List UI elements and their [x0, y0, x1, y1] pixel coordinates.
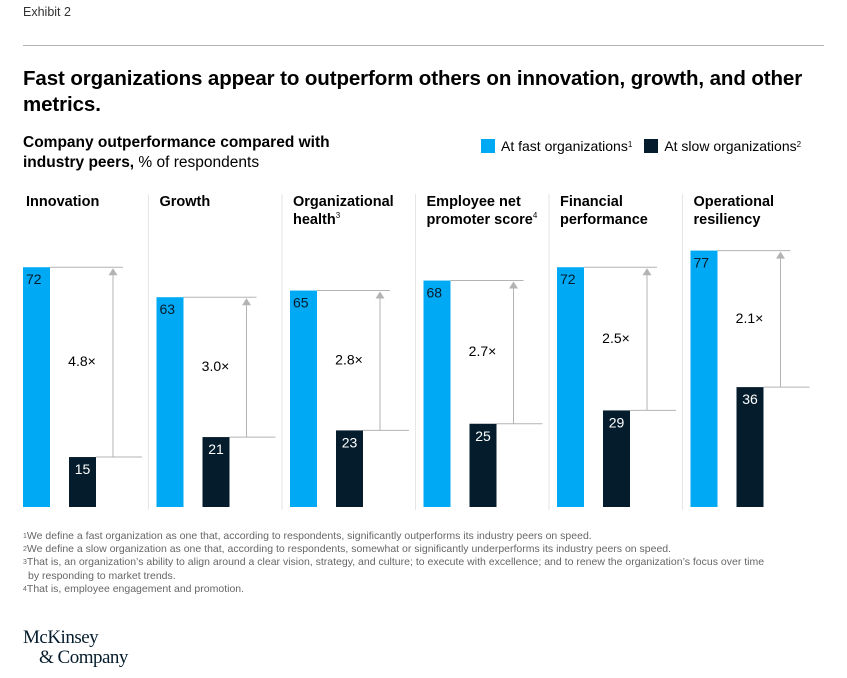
subtitle-unit: % of respondents [134, 154, 260, 171]
bar-slow-value-label: 25 [475, 428, 491, 444]
bar-chart: Innovation 72 15 4.8× Growth 63 21 3.0× Organiza… [23, 194, 810, 510]
multiplier-label: 2.5× [602, 330, 630, 346]
subtitle-bold: Company outperformance compared with ind… [23, 134, 330, 171]
multiplier-label: 4.8× [68, 353, 96, 369]
bar-fast [690, 250, 718, 507]
bar-slow [336, 430, 363, 507]
footnote-4: 4That is, employee engagement and promot… [23, 582, 245, 595]
bar-fast-value-label: 63 [160, 301, 176, 317]
bar-slow [469, 423, 497, 507]
multiplier-label: 2.8× [335, 351, 363, 367]
legend-sup-fast: 1 [627, 139, 633, 149]
header-divider [23, 45, 824, 46]
legend-label-fast: At fast organizations [501, 138, 628, 154]
multiplier-arrow-head [509, 281, 518, 289]
footnote-1: 1We define a fast organization as one th… [23, 530, 592, 542]
bar-slow [69, 457, 96, 507]
bar-slow [736, 387, 764, 507]
bar-fast-value-label: 68 [427, 285, 443, 301]
category-label: Employee net promoter score4 [427, 194, 538, 228]
category-label: Operational resiliency [694, 194, 775, 228]
bar-slow [202, 437, 230, 507]
bar-fast [23, 267, 50, 507]
legend-swatch-fast [481, 139, 495, 153]
bar-slow-value-label: 15 [75, 461, 91, 477]
bar-slow-value-label: 21 [208, 441, 224, 457]
category-label: Financial performance [560, 194, 648, 228]
multiplier-label: 2.7× [469, 343, 497, 359]
bar-fast-value-label: 72 [560, 271, 576, 287]
legend: At fast organizations 1 At slow organizat… [481, 138, 813, 154]
bar-slow-value-label: 23 [342, 434, 358, 450]
multiplier-arrow-head [776, 251, 785, 259]
category-label: Organizational health3 [293, 194, 394, 228]
logo-line-1: McKinsey [23, 627, 99, 648]
bar-slow-value-label: 36 [742, 391, 758, 407]
logo-line-2: & Company [39, 647, 128, 668]
multiplier-arrow-head [242, 298, 251, 306]
bar-fast-value-label: 65 [293, 295, 309, 311]
multiplier-arrow-head [375, 291, 385, 299]
footnote-3-continued: by responding to market trends. [28, 569, 176, 582]
footnote-3: 3That is, an organization’s ability to a… [23, 556, 765, 569]
footnote-2: 2We define a slow organization as one th… [23, 543, 672, 556]
legend-item-fast: At fast organizations 1 [481, 138, 632, 154]
footnotes: 1We define a fast organization as one th… [23, 530, 823, 596]
chart-title: Fast organizations appear to outperform … [23, 67, 803, 116]
multiplier-arrow-head [108, 268, 118, 276]
multiplier-label: 3.0× [202, 358, 230, 374]
legend-item-slow: At slow organizations 2 [644, 138, 801, 154]
chart-subtitle: Company outperformance compared with ind… [23, 133, 353, 173]
multiplier-arrow-head [642, 268, 652, 276]
bar-fast-value-label: 72 [26, 271, 42, 287]
bar-slow-value-label: 29 [609, 414, 625, 430]
legend-sup-slow: 2 [796, 139, 802, 149]
legend-label-slow: At slow organizations [664, 138, 797, 154]
category-label: Growth [160, 194, 211, 210]
bar-fast [423, 280, 451, 507]
bar-fast-value-label: 77 [694, 255, 710, 271]
mckinsey-logo: McKinsey & Company [23, 628, 128, 668]
bar-fast [557, 267, 584, 507]
bar-fast [290, 290, 317, 507]
bar-fast [156, 297, 184, 507]
exhibit-label: Exhibit 2 [23, 5, 71, 19]
category-label: Innovation [26, 194, 99, 210]
bar-slow [603, 410, 630, 507]
multiplier-label: 2.1× [736, 310, 764, 326]
legend-swatch-slow [644, 139, 659, 153]
